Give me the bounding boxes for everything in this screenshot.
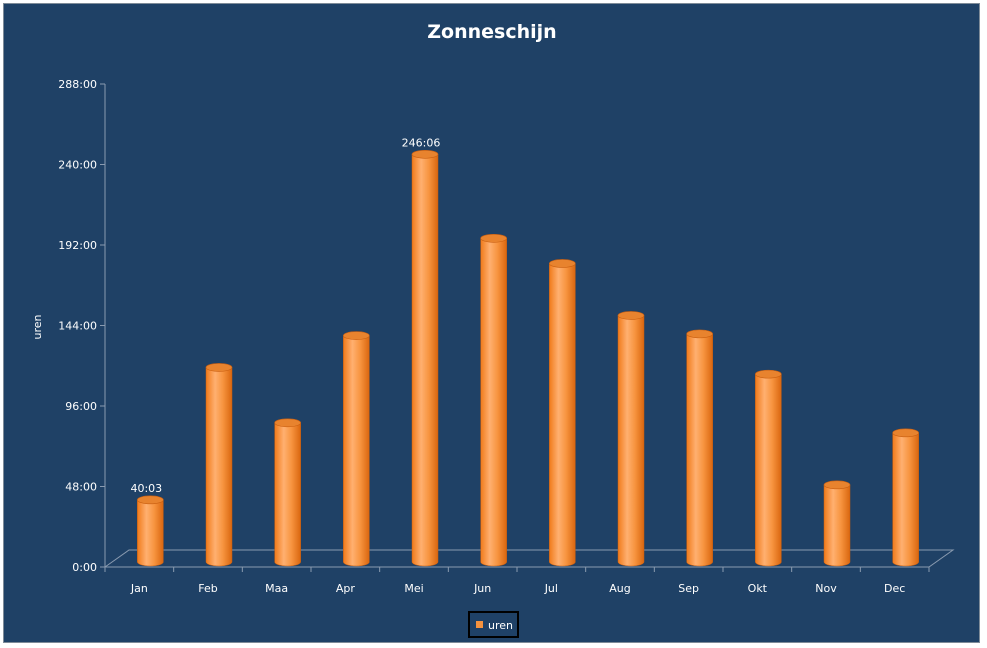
legend: uren [468,611,519,638]
y-tick-label: 288:00 [58,78,97,91]
legend-swatch [476,621,483,628]
bar-top-apr [343,331,370,340]
bar-jan [137,499,164,567]
x-tick-label: Sep [678,582,699,595]
bar-top-nov [823,480,851,490]
y-tick-label: 240:00 [58,159,97,172]
y-tick-label: 96:00 [65,400,97,413]
bar-sep [686,333,713,567]
x-tick-label: Dec [884,582,905,595]
y-tick-label: 192:00 [58,239,97,252]
x-tick-label: Jun [473,582,491,595]
chart-svg: Zonneschijn uren 0:00 48:00 96:00 144:00 192… [31,21,955,638]
x-tick-label: Mei [404,582,423,595]
bar-top-mei [411,149,439,159]
bar-aug [617,315,645,567]
data-label-jan: 40:03 [130,482,162,495]
chart-frame: Zonneschijn uren 0:00 48:00 96:00 144:00 192… [3,3,980,643]
y-tick-label: 0:00 [72,561,97,574]
bar-top-okt [755,369,782,379]
bar-top-feb [205,363,233,372]
bar-top-dec [892,428,919,438]
bar-top-jan [137,495,164,505]
bar-apr [343,335,370,567]
x-tick-label: Okt [748,582,768,595]
bar-nov [823,484,851,567]
bar-dec [892,432,919,567]
x-tick-label: Aug [609,582,630,595]
bar-maa [274,422,301,567]
legend-label: uren [488,619,513,632]
chart-title: Zonneschijn [427,21,556,43]
bar-top-sep [686,329,713,339]
plot-area: 0:00 48:00 96:00 144:00 192:00 240:00 288:00 Ja… [58,78,955,595]
data-label-mei: 246:06 [402,136,441,149]
bar-feb [205,367,233,567]
x-tick-label: Feb [198,582,217,595]
bar-top-jun [480,233,507,243]
y-tick-label: 48:00 [65,481,97,494]
x-tick-label: Jan [130,582,148,595]
x-tick-label: Jul [544,582,558,595]
x-tick-label: Apr [336,582,356,595]
bar-jun [480,238,507,567]
y-tick-label: 144:00 [58,320,97,333]
bar-top-jul [549,259,576,268]
bar-okt [755,373,782,567]
y-axis-label: uren [31,314,44,339]
bar-jul [549,263,576,567]
bar-top-aug [617,311,645,320]
legend-box [468,611,519,638]
x-tick-label: Maa [265,582,288,595]
x-tick-label: Nov [815,582,837,595]
bar-top-maa [274,418,301,428]
bar-mei [411,154,439,567]
